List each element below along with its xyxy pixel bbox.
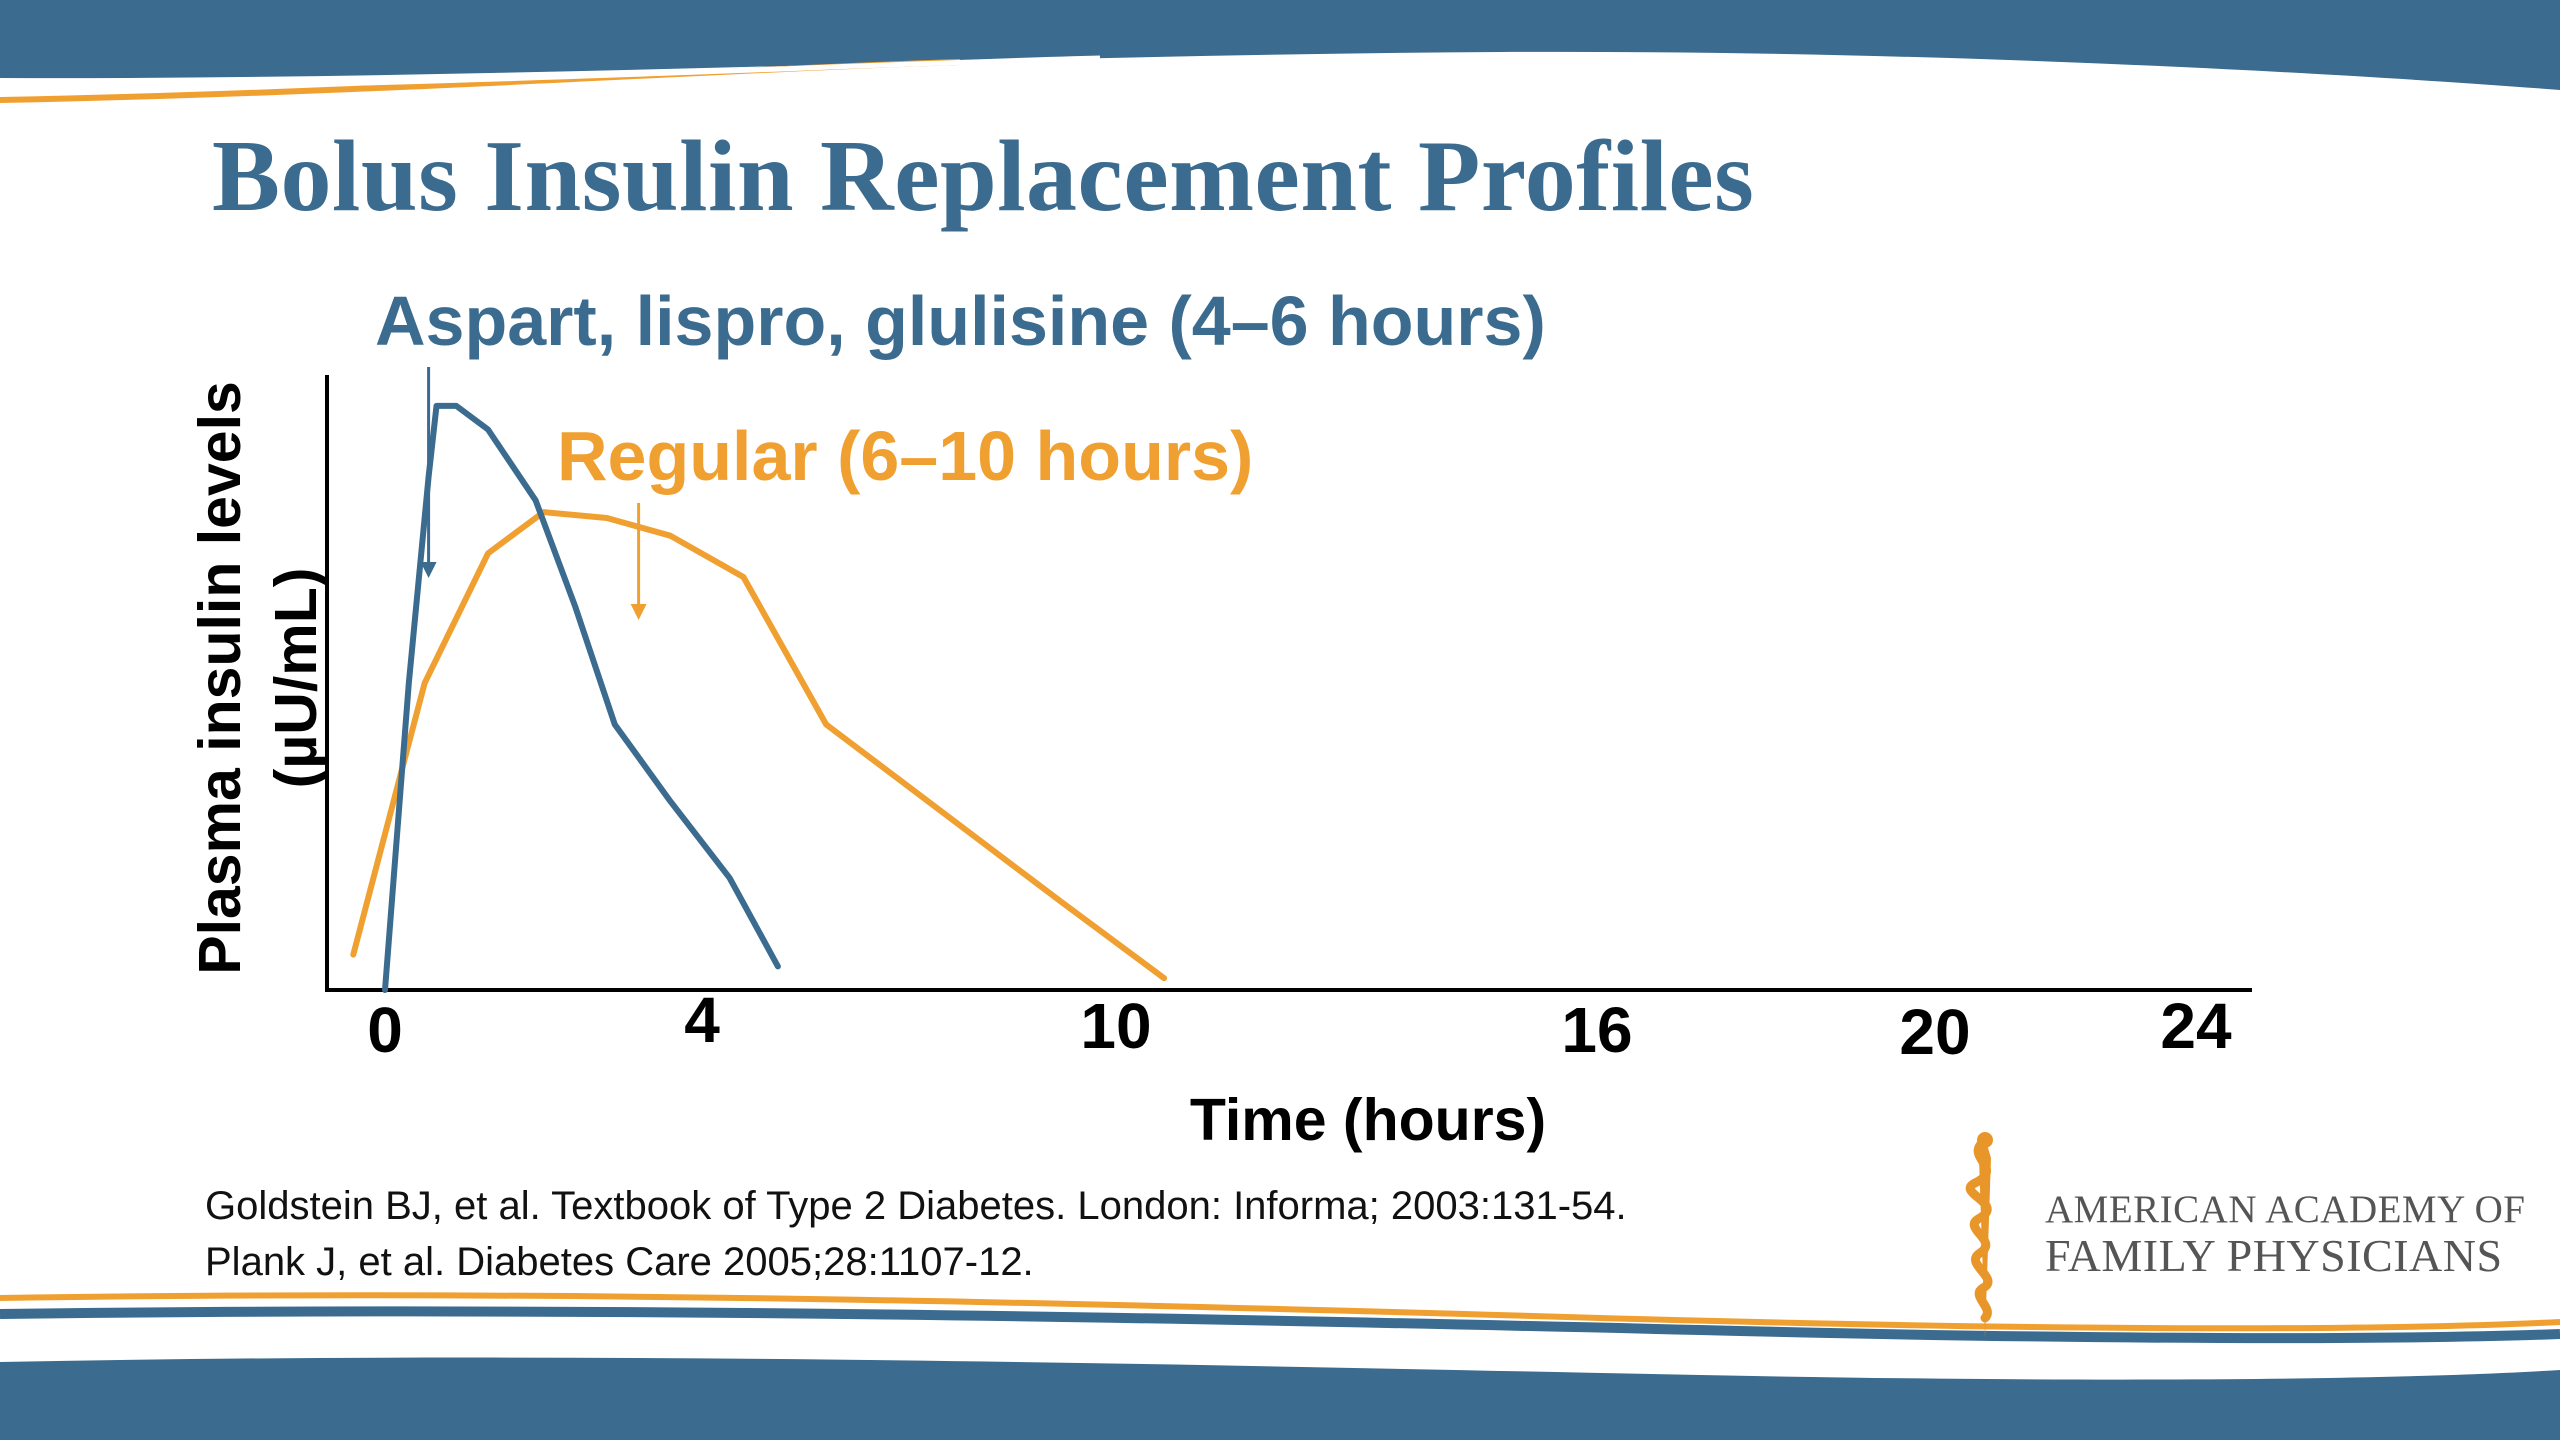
logo-line-2: FAMILY PHYSICIANS xyxy=(2045,1230,2503,1281)
citation-2: Plank J, et al. Diabetes Care 2005;28:11… xyxy=(205,1240,1034,1284)
x-tick-label: 24 xyxy=(2160,990,2232,1062)
y-axis-label-units: (µU/mL) xyxy=(263,567,329,789)
y-axis-label: Plasma insulin levels (µU/mL) xyxy=(182,381,334,975)
series-line xyxy=(350,509,1168,982)
x-tick-label: 4 xyxy=(684,984,720,1056)
logo-line-1: AMERICAN ACADEMY OF xyxy=(2045,1188,2526,1231)
top-white-line xyxy=(0,55,1101,93)
citation-1: Goldstein BJ, et al. Textbook of Type 2 … xyxy=(205,1184,1627,1228)
series-line xyxy=(382,402,781,993)
bottom-accent-line xyxy=(0,1292,2560,1332)
x-tick-label: 16 xyxy=(1561,994,1632,1066)
aafp-logo: AMERICAN ACADEMY OF FAMILY PHYSICIANS xyxy=(1935,1128,2535,1348)
bottom-band-thin xyxy=(0,1306,2560,1344)
bottom-band xyxy=(0,1357,2560,1440)
logo-text: AMERICAN ACADEMY OF FAMILY PHYSICIANS xyxy=(2045,1188,2525,1280)
slide-title: Bolus Insulin Replacement Profiles xyxy=(212,120,1755,233)
x-tick-label: 0 xyxy=(367,994,403,1066)
x-tick-label: 20 xyxy=(1899,996,1970,1068)
series-annotation-label: Aspart, lispro, glulisine (4–6 hours) xyxy=(375,282,1546,360)
annotation-arrowhead xyxy=(420,562,437,578)
annotation-arrowhead xyxy=(630,604,647,620)
x-axis-label: Time (hours) xyxy=(1190,1087,1546,1153)
citations: Goldstein BJ, et al. Textbook of Type 2 … xyxy=(205,1178,1627,1290)
caduceus-icon xyxy=(1965,1132,1993,1338)
top-band xyxy=(0,0,2560,90)
x-tick-label: 10 xyxy=(1080,990,1151,1062)
y-axis-label-line1: Plasma insulin levels xyxy=(187,381,253,975)
series-annotation-label: Regular (6–10 hours) xyxy=(557,417,1253,495)
